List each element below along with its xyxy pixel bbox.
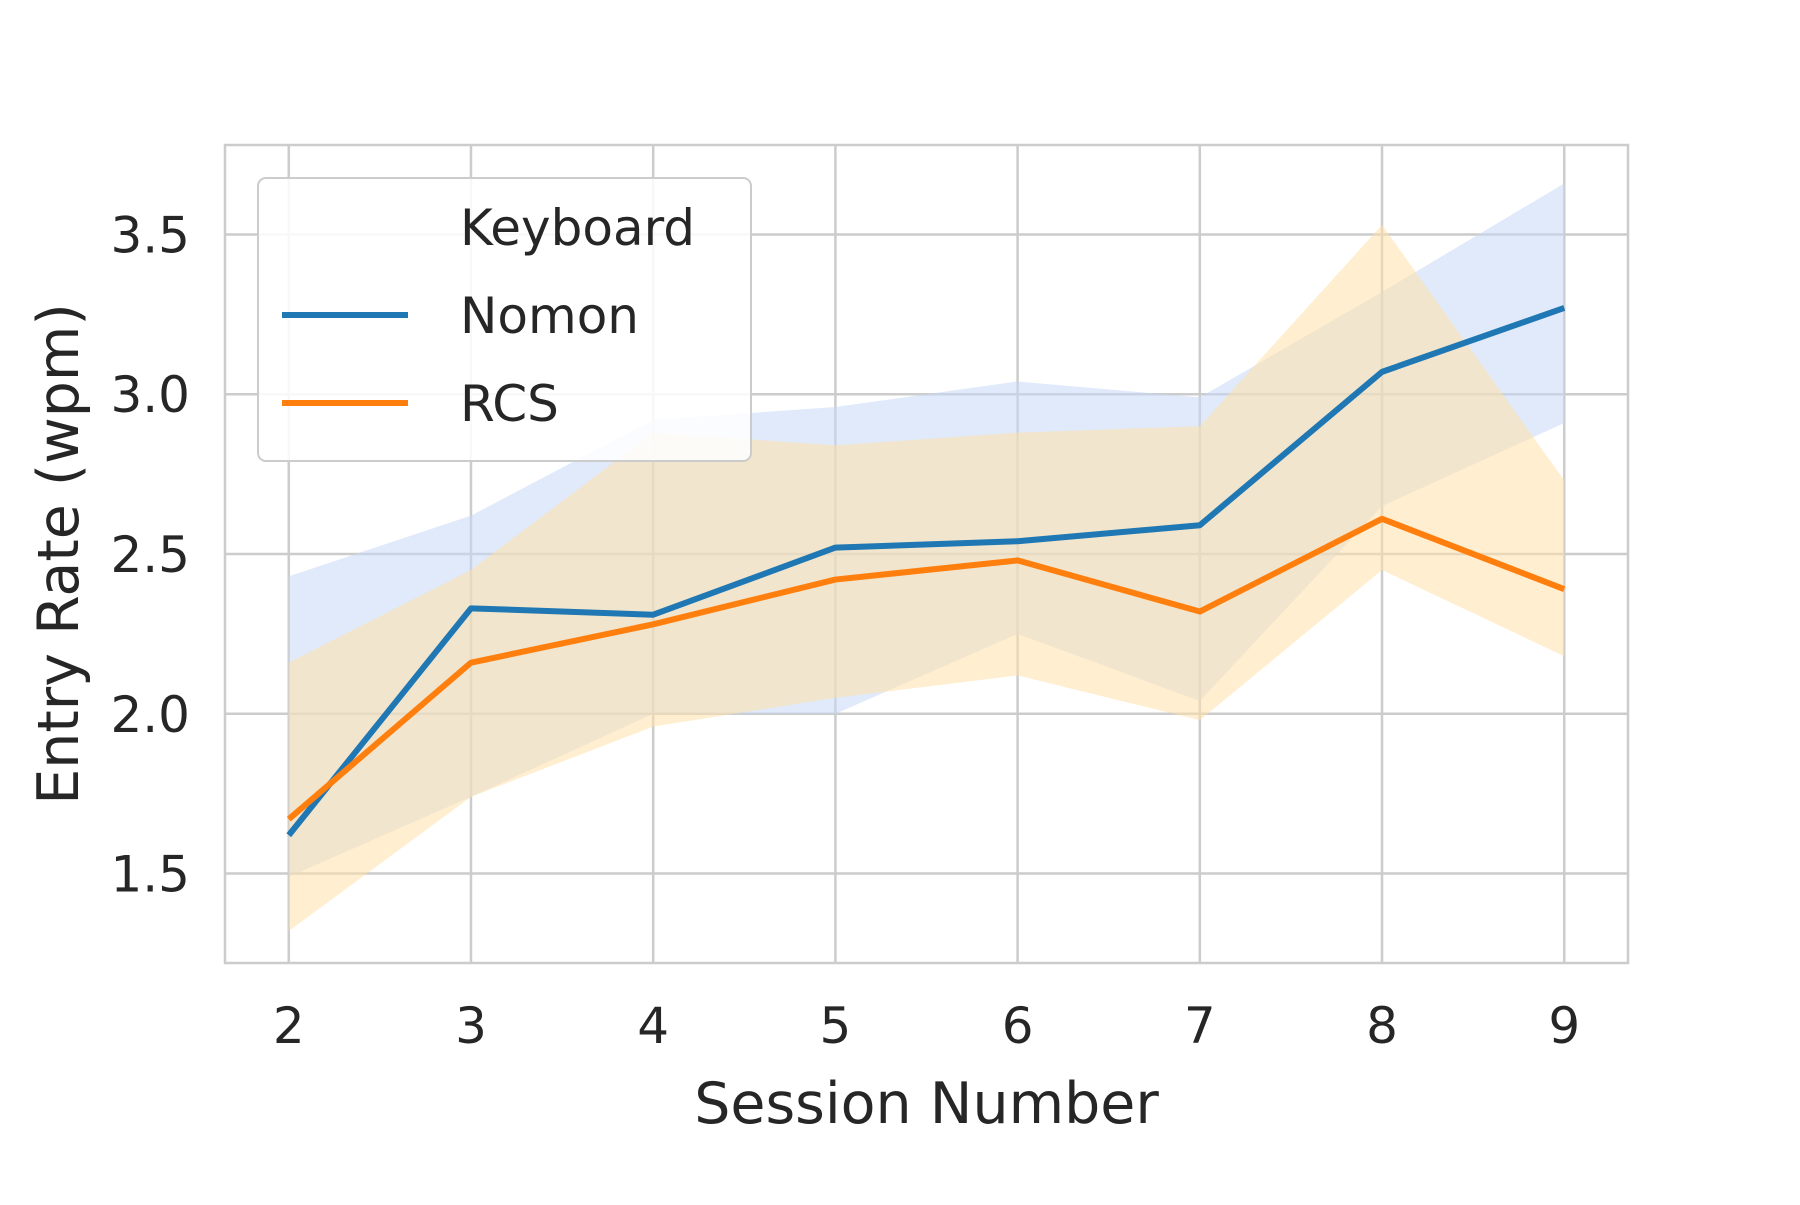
x-tick-label: 7 <box>1184 997 1216 1055</box>
y-tick-label: 3.5 <box>110 206 190 264</box>
legend-label-nomon: Nomon <box>460 287 639 345</box>
x-tick-label: 5 <box>819 997 851 1055</box>
y-tick-label: 2.5 <box>110 526 190 584</box>
legend-label-rcs: RCS <box>460 375 559 433</box>
x-tick-label: 4 <box>637 997 669 1055</box>
x-tick-label: 3 <box>455 997 487 1055</box>
legend[interactable]: Keyboard Nomon RCS <box>258 178 751 461</box>
legend-title: Keyboard <box>460 199 695 257</box>
x-axis-title: Session Number <box>694 1071 1159 1137</box>
x-tick-label: 9 <box>1548 997 1580 1055</box>
x-tick-label: 2 <box>273 997 305 1055</box>
y-axis-title: Entry Rate (wpm) <box>26 303 92 804</box>
x-tick-label: 6 <box>1002 997 1034 1055</box>
y-tick-label: 3.0 <box>110 366 190 424</box>
y-tick-label: 1.5 <box>110 846 190 904</box>
y-tick-label: 2.0 <box>110 686 190 744</box>
x-tick-label: 8 <box>1366 997 1398 1055</box>
